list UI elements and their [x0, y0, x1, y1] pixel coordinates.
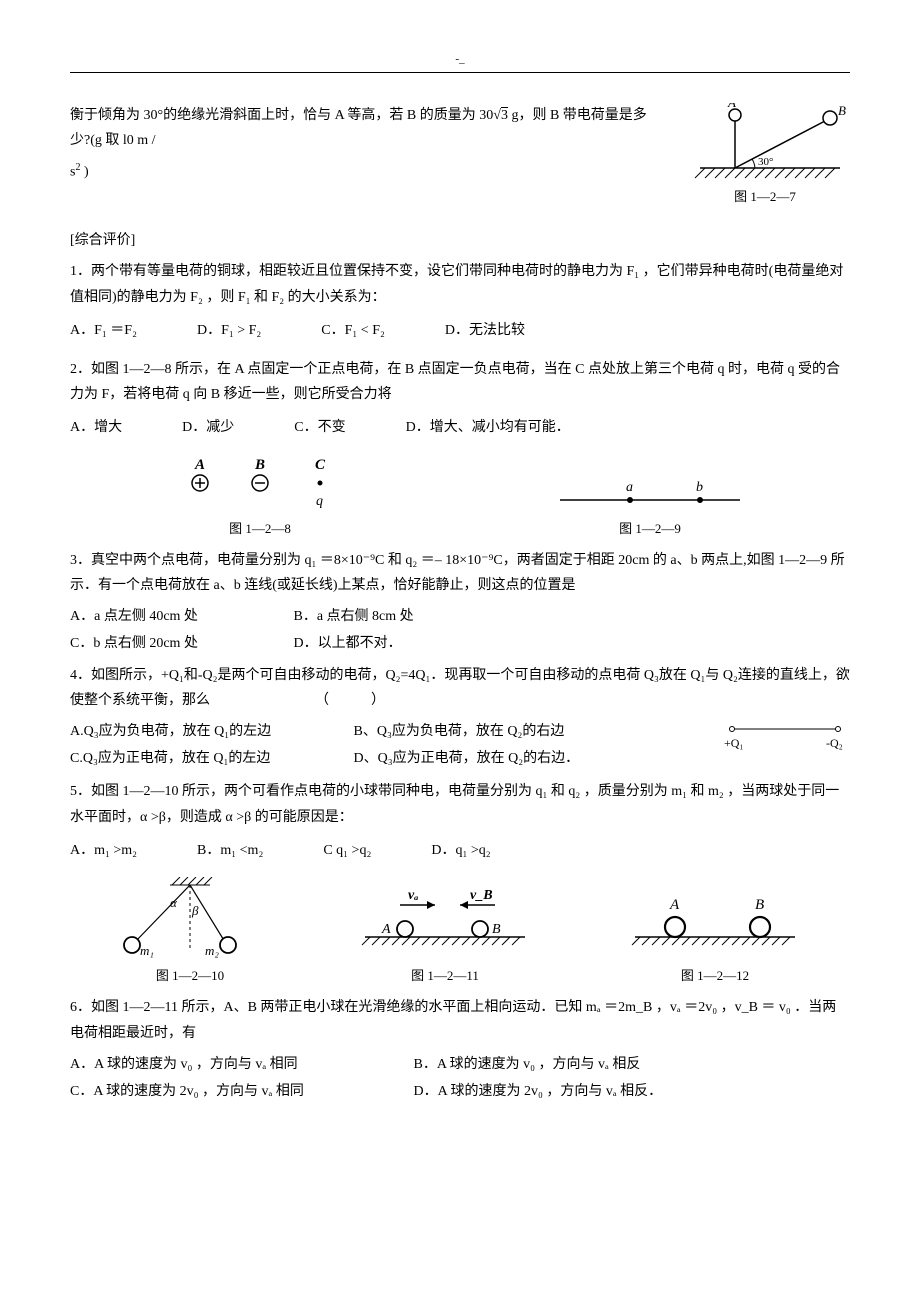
fig1212-svg: A B	[620, 887, 810, 962]
q2-text: 2．如图 1—2—8 所示，在 A 点固定一个正点电荷，在 B 点固定一负点电荷…	[70, 357, 850, 407]
q3-opt-D: D．以上都不对．	[294, 636, 402, 651]
svg-text:-Q₂: -Q₂	[826, 736, 843, 750]
q3-opt-B: B．a 点右侧 8cm 处	[294, 609, 414, 624]
fig1212-caption: 图 1—2—12	[620, 964, 810, 987]
figure-1-2-12: A B 图 1—2—12	[620, 887, 810, 987]
q4-opt-B: B、Q₃应为负电荷，放在 Q₂的右边	[354, 724, 565, 739]
svg-text:B: B	[254, 457, 265, 473]
q2-options: A．增大 D．减少 C．不变 D．增大、减小均有可能．	[70, 415, 850, 440]
svg-text:B: B	[492, 922, 501, 937]
q6-opts-line2: C．A 球的速度为 2v₀ ，方向与 vₐ 相同 D．A 球的速度为 2v₀ ，…	[70, 1079, 850, 1104]
q6-opt-C: C．A 球的速度为 2v₀ ，方向与 vₐ 相同	[70, 1079, 410, 1104]
figure-1-2-11: vₐ v_B A B 图 1—2—11	[350, 887, 540, 987]
fig127-label-B: B	[838, 103, 846, 118]
header-rule	[70, 72, 850, 73]
figure-1-2-10: α β m₁ m₂ 图 1—2—10	[110, 877, 270, 987]
q1-opt-C: C．F₁ < F₂	[321, 318, 385, 343]
svg-text:m₂: m₂	[205, 943, 219, 958]
q5-opt-B: B．m₁ <m₂	[197, 838, 263, 863]
q5-opt-C: C q₁ >q₂	[323, 838, 371, 863]
intro-block: A B 30° 图 1—2—7 衡于倾角为 30°的绝缘光滑斜面上时，恰与 A …	[70, 103, 850, 208]
svg-text:C: C	[315, 457, 326, 473]
q3-opts-line2: C．b 点右侧 20cm 处 D．以上都不对．	[70, 631, 850, 656]
q4-opt-D: D、Q₃应为正电荷，放在 Q₂的右边．	[354, 751, 580, 766]
svg-text:A: A	[669, 897, 680, 913]
figure-q4: +Q₁ -Q₂	[720, 719, 850, 754]
fig129-svg: a b	[550, 475, 750, 515]
svg-text:β: β	[191, 903, 199, 918]
fig-row-10-11-12: α β m₁ m₂ 图 1—2—10 vₐ v_B	[70, 877, 850, 987]
header-mark: -_	[70, 50, 850, 70]
q1-opt-D1: D．F₁ > F₂	[197, 318, 261, 343]
fig127-svg: A B 30°	[680, 103, 850, 183]
fig128-svg: A B C q	[170, 455, 350, 515]
q4-opt-A: A.Q₃应为负电荷，放在 Q₁的左边	[70, 719, 350, 744]
q6-opt-B: B．A 球的速度为 v₀ ，方向与 vₐ 相反	[414, 1057, 641, 1072]
svg-text:B: B	[755, 897, 764, 913]
fig-row-8-9: A B C q 图 1—2—8 a b 图 1—2—9	[70, 455, 850, 540]
fig127-label-A: A	[727, 103, 736, 110]
q5-options: A．m₁ >m₂ B．m₁ <m₂ C q₁ >q₂ D．q₁ >q₂	[70, 838, 850, 863]
q6-opts-line1: A．A 球的速度为 v₀ ，方向与 vₐ 相同 B．A 球的速度为 v₀ ，方向…	[70, 1052, 850, 1077]
q4-opt-C: C.Q₃应为正电荷，放在 Q₁的左边	[70, 746, 350, 771]
fig1211-caption: 图 1—2—11	[350, 964, 540, 987]
q2-opt-C: C．不变	[294, 415, 345, 440]
q1-text: 1．两个带有等量电荷的铜球，相距较近且位置保持不变，设它们带同种电荷时的静电力为…	[70, 259, 850, 309]
svg-text:q: q	[316, 494, 323, 509]
q5-opt-D: D．q₁ >q₂	[431, 838, 490, 863]
intro-text-1a: 衡于倾角为 30°的绝缘光滑斜面上时，恰与 A 等高，若 B 的质量为 30	[70, 108, 493, 123]
fig127-angle: 30°	[758, 156, 773, 168]
q6-text: 6．如图 1—2—11 所示，A、B 两带正电小球在光滑绝缘的水平面上相向运动．…	[70, 995, 850, 1045]
svg-text:A: A	[194, 457, 205, 473]
figure-1-2-7: A B 30° 图 1—2—7	[680, 103, 850, 208]
svg-text:v_B: v_B	[470, 888, 493, 903]
svg-text:α: α	[170, 895, 178, 910]
fig1210-svg: α β m₁ m₂	[110, 877, 270, 962]
q4-block: 4．如图所示，+Q₁和-Q₂是两个可自由移动的电荷，Q₂=4Q₁．现再取一个可自…	[70, 663, 850, 774]
q3-text: 3．真空中两个点电荷，电荷量分别为 q₁ ＝8×10⁻⁹C 和 q₂ ＝– 18…	[70, 548, 850, 598]
q5-text: 5．如图 1—2—10 所示，两个可看作点电荷的小球带同种电，电荷量分别为 q₁…	[70, 779, 850, 829]
fig1210-caption: 图 1—2—10	[110, 964, 270, 987]
q1-opt-D2: D．无法比较	[445, 318, 525, 343]
q1-opt-A: A．F₁ ＝F₂	[70, 318, 137, 343]
intro-sqrt3: √3	[493, 108, 508, 123]
intro-end: )	[80, 165, 88, 180]
svg-text:A: A	[381, 922, 391, 937]
q2-opt-D2: D．增大、减小均有可能．	[406, 415, 570, 440]
svg-text:a: a	[626, 480, 633, 495]
svg-text:m₁: m₁	[140, 943, 154, 958]
q6-opt-A: A．A 球的速度为 v₀ ，方向与 vₐ 相同	[70, 1052, 410, 1077]
q3-opts-line1: A．a 点左侧 40cm 处 B．a 点右侧 8cm 处	[70, 604, 850, 629]
svg-text:b: b	[696, 480, 703, 495]
q6-opt-D: D．A 球的速度为 2v₀ ，方向与 vₐ 相反．	[414, 1084, 663, 1099]
figure-1-2-8: A B C q 图 1—2—8	[170, 455, 350, 540]
q2-opt-A: A．增大	[70, 415, 122, 440]
q3-opt-C: C．b 点右侧 20cm 处	[70, 631, 290, 656]
q3-opt-A: A．a 点左侧 40cm 处	[70, 604, 290, 629]
q5-opt-A: A．m₁ >m₂	[70, 838, 137, 863]
fig128-caption: 图 1—2—8	[170, 517, 350, 540]
svg-text:+Q₁: +Q₁	[724, 736, 744, 750]
fig129-caption: 图 1—2—9	[550, 517, 750, 540]
section-label: [综合评价]	[70, 228, 850, 253]
svg-text:vₐ: vₐ	[408, 888, 418, 903]
fig127-caption: 图 1—2—7	[680, 185, 850, 208]
figq4-svg: +Q₁ -Q₂	[720, 719, 850, 754]
figure-1-2-9: a b 图 1—2—9	[550, 475, 750, 540]
q2-opt-D1: D．减少	[182, 415, 234, 440]
q4-text: 4．如图所示，+Q₁和-Q₂是两个可自由移动的电荷，Q₂=4Q₁．现再取一个可自…	[70, 663, 850, 713]
fig1211-svg: vₐ v_B A B	[350, 887, 540, 962]
q1-options: A．F₁ ＝F₂ D．F₁ > F₂ C．F₁ < F₂ D．无法比较	[70, 318, 850, 343]
